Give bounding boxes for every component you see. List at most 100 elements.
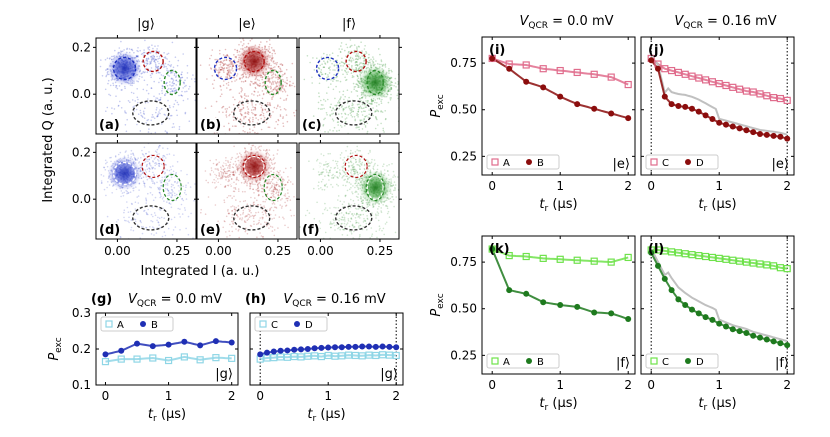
- iq-point: [262, 92, 265, 95]
- iq-point: [244, 141, 246, 143]
- iq-point: [273, 176, 276, 179]
- iq-point: [152, 54, 155, 57]
- iq-point: [171, 77, 173, 80]
- iq-point: [211, 181, 214, 184]
- state-ellipse-f: [264, 69, 282, 96]
- iq-point: [219, 177, 222, 180]
- iq-point: [139, 49, 141, 52]
- iq-point: [200, 211, 202, 214]
- iq-point: [256, 183, 259, 186]
- iq-point: [372, 100, 374, 102]
- iq-point: [138, 183, 141, 185]
- iq-point: [228, 106, 231, 108]
- iq-point: [219, 85, 222, 88]
- iq-point: [306, 55, 309, 57]
- iq-point: [232, 65, 234, 67]
- iq-point: [227, 77, 230, 80]
- iq-point: [253, 220, 255, 223]
- iq-point: [249, 209, 251, 212]
- iq-point: [161, 235, 164, 238]
- iq-point: [354, 58, 357, 61]
- iq-point: [252, 118, 254, 121]
- iq-point: [105, 194, 107, 197]
- iq-point: [159, 77, 161, 80]
- iq-point: [367, 61, 370, 64]
- iq-point: [221, 176, 223, 179]
- iq-point: [368, 59, 371, 62]
- iq-point: [224, 186, 227, 188]
- iq-point: [268, 209, 271, 212]
- iq-point: [227, 208, 229, 211]
- iq-point: [106, 106, 109, 109]
- iq-point: [148, 167, 151, 170]
- iq-point: [179, 195, 182, 198]
- iq-point: [282, 180, 284, 182]
- iq-point: [152, 171, 154, 174]
- iq-point: [127, 100, 130, 102]
- iq-point: [148, 177, 151, 179]
- iq-point: [170, 72, 172, 74]
- iq-point: [172, 135, 174, 137]
- iq-point: [252, 183, 254, 185]
- iq-point: [172, 165, 174, 167]
- iq-point: [351, 44, 353, 47]
- iq-point: [338, 102, 341, 104]
- iq-point: [332, 88, 335, 91]
- iq-point: [354, 118, 357, 121]
- iq-point: [145, 226, 148, 229]
- iq-point: [309, 61, 311, 64]
- iq-point: [269, 158, 272, 160]
- iq-point: [219, 95, 222, 98]
- iq-point: [273, 168, 275, 170]
- iq-point: [157, 99, 160, 101]
- iq-point: [329, 54, 331, 56]
- iq-point: [276, 90, 279, 92]
- iq-point: [137, 80, 139, 83]
- iq-point: [312, 57, 314, 59]
- iq-point: [336, 63, 339, 65]
- iq-point: [229, 89, 231, 91]
- iq-point: [259, 242, 261, 244]
- iq-point: [269, 208, 271, 211]
- iq-point: [384, 66, 387, 68]
- iq-point: [108, 93, 110, 96]
- iq-point: [337, 113, 340, 115]
- iq-point: [282, 216, 284, 219]
- iq-point: [351, 57, 354, 60]
- iq-point: [269, 158, 272, 160]
- iq-point: [133, 51, 135, 54]
- iq-point: [374, 115, 377, 118]
- iq-point: [240, 110, 242, 112]
- iq-point: [139, 164, 141, 166]
- iq-point: [339, 98, 341, 101]
- iq-point: [269, 207, 272, 210]
- iq-point: [362, 62, 365, 65]
- iq-point: [140, 72, 143, 75]
- iq-point: [106, 161, 108, 164]
- iq-point: [277, 227, 279, 229]
- iq-point: [266, 149, 268, 151]
- iq-point: [152, 47, 154, 50]
- iq-point: [167, 192, 170, 195]
- iq-point: [277, 123, 279, 126]
- iq-point: [273, 60, 275, 62]
- iq-point: [352, 76, 355, 78]
- iq-point: [275, 173, 278, 176]
- iq-point: [230, 185, 232, 187]
- iq-point: [336, 130, 338, 132]
- iq-point: [185, 227, 187, 230]
- iq-point: [155, 232, 158, 234]
- iq-point: [261, 109, 264, 111]
- iq-point: [151, 206, 154, 209]
- iq-point: [278, 82, 280, 84]
- iq-point: [158, 217, 161, 219]
- iq-point: [357, 110, 360, 113]
- iq-point: [279, 77, 281, 80]
- iq-point: [240, 74, 243, 76]
- iq-point: [269, 51, 271, 54]
- iq-point: [236, 178, 238, 181]
- iq-point: [360, 147, 362, 149]
- iq-point: [210, 68, 213, 70]
- iq-point: [320, 71, 323, 74]
- iq-point: [154, 150, 157, 152]
